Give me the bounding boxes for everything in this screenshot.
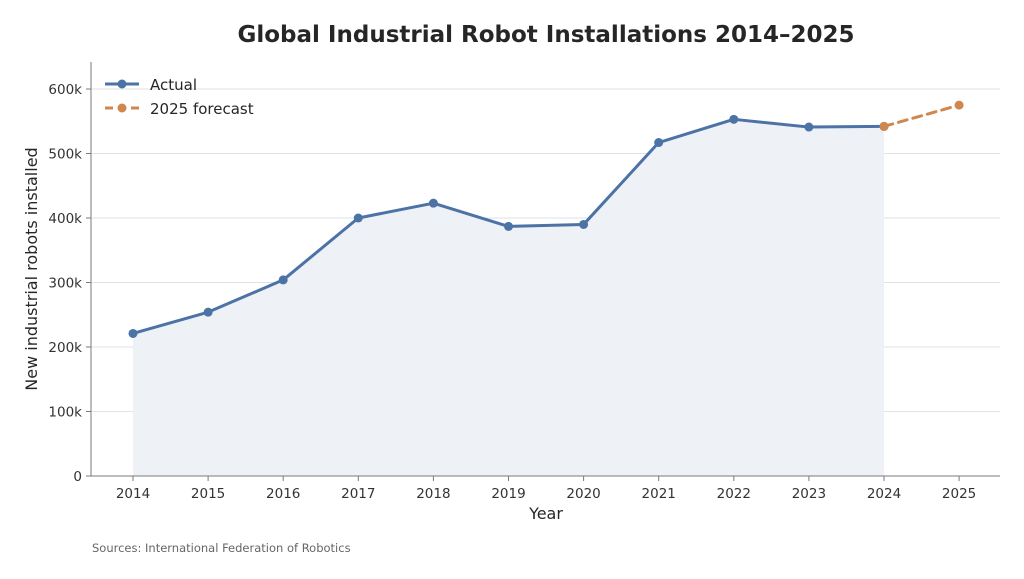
y-tick-label: 500k	[48, 147, 82, 163]
y-tick-label: 100k	[48, 405, 82, 421]
data-point-actual	[654, 138, 664, 148]
chart-title: Global Industrial Robot Installations 20…	[237, 22, 854, 48]
x-tick-label: 2014	[116, 486, 150, 502]
y-tick-label: 200k	[48, 340, 82, 356]
x-tick-label: 2024	[867, 486, 901, 502]
series-line-forecast	[882, 103, 961, 128]
x-tick-label: 2015	[191, 486, 225, 502]
x-tick-label: 2017	[341, 486, 375, 502]
legend-item-forecast: 2025 forecast	[105, 100, 254, 118]
y-tick-label: 600k	[48, 82, 82, 98]
data-point-actual	[428, 198, 438, 208]
legend-item-actual: Actual	[105, 76, 197, 94]
source-note: Sources: International Federation of Rob…	[92, 541, 351, 555]
data-point-actual	[804, 122, 814, 132]
data-point-actual	[579, 219, 589, 229]
data-point-actual	[353, 213, 363, 223]
x-tick-label: 2019	[491, 486, 525, 502]
data-point-forecast	[879, 121, 889, 131]
x-tick-label: 2025	[942, 486, 976, 502]
data-point-forecast	[954, 100, 964, 110]
legend-label-actual: Actual	[150, 76, 197, 94]
y-tick-label: 400k	[48, 211, 82, 227]
x-ticks: 2014 2015 2016 2017 2018 2019 2020 2021 2022 2023…	[116, 476, 976, 502]
area-fill-actual	[133, 119, 884, 476]
data-point-actual	[504, 221, 513, 231]
data-point-actual	[203, 307, 213, 317]
axes	[90, 62, 1000, 477]
x-tick-label: 2020	[566, 486, 600, 502]
x-axis-label: Year	[528, 504, 563, 523]
x-tick-label: 2016	[266, 486, 300, 502]
data-point-actual	[128, 328, 138, 338]
data-point-actual	[729, 114, 739, 124]
x-tick-label: 2021	[642, 486, 676, 502]
x-tick-label: 2023	[792, 486, 826, 502]
area-layer	[133, 119, 884, 476]
legend: Actual 2025 forecast	[105, 76, 254, 118]
legend-marker-forecast	[117, 103, 127, 113]
y-axis-label: New industrial robots installed	[22, 147, 41, 390]
y-ticks: 0 100k 200k 300k 400k 500k 600k	[48, 82, 91, 485]
data-point-actual	[278, 275, 288, 285]
legend-marker-actual	[117, 79, 127, 89]
y-tick-label: 300k	[48, 276, 82, 292]
legend-label-forecast: 2025 forecast	[150, 100, 254, 118]
x-tick-label: 2022	[717, 486, 751, 502]
series-layer	[128, 100, 964, 338]
y-tick-label: 0	[73, 469, 82, 485]
x-tick-label: 2018	[416, 486, 450, 502]
